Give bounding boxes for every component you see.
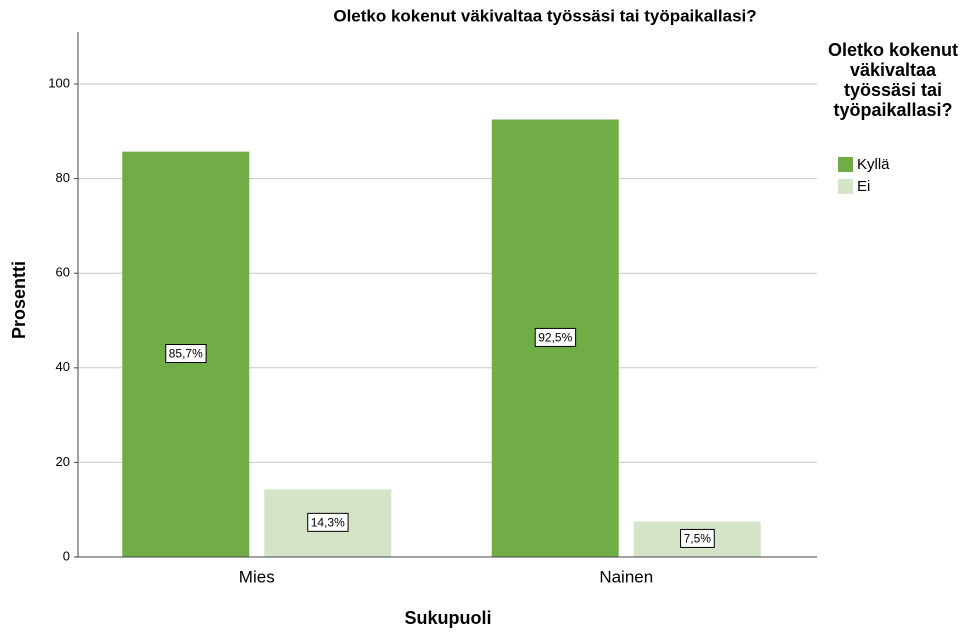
- y-tick-label: 0: [63, 548, 70, 563]
- legend-title: Oletko kokenut väkivaltaa työssäsi tai t…: [827, 40, 959, 120]
- data-label: 7,5%: [684, 531, 712, 545]
- x-tick-label: Mies: [239, 567, 275, 586]
- legend-swatch: [838, 157, 853, 172]
- legend-swatch: [838, 179, 853, 194]
- y-tick-label: 20: [56, 454, 70, 469]
- y-tick-label: 80: [56, 170, 70, 185]
- data-label-box: [680, 528, 715, 548]
- y-tick-label: 40: [56, 359, 70, 374]
- data-label: 85,7%: [169, 347, 203, 361]
- data-label-box: [534, 327, 577, 347]
- y-axis-title: Prosentti: [9, 261, 29, 339]
- data-label-box: [307, 512, 349, 532]
- data-label-box: [165, 344, 207, 364]
- y-tick-label: 60: [56, 265, 70, 280]
- chart-title: Oletko kokenut väkivaltaa työssäsi tai t…: [333, 6, 756, 25]
- data-label: 14,3%: [311, 515, 345, 529]
- x-axis-title: Sukupuoli: [405, 608, 492, 628]
- data-label: 92,5%: [538, 330, 572, 344]
- legend-label: Ei: [857, 178, 870, 195]
- x-tick-label: Nainen: [599, 567, 653, 586]
- legend-label: Kyllä: [857, 156, 890, 173]
- y-tick-label: 100: [48, 75, 70, 90]
